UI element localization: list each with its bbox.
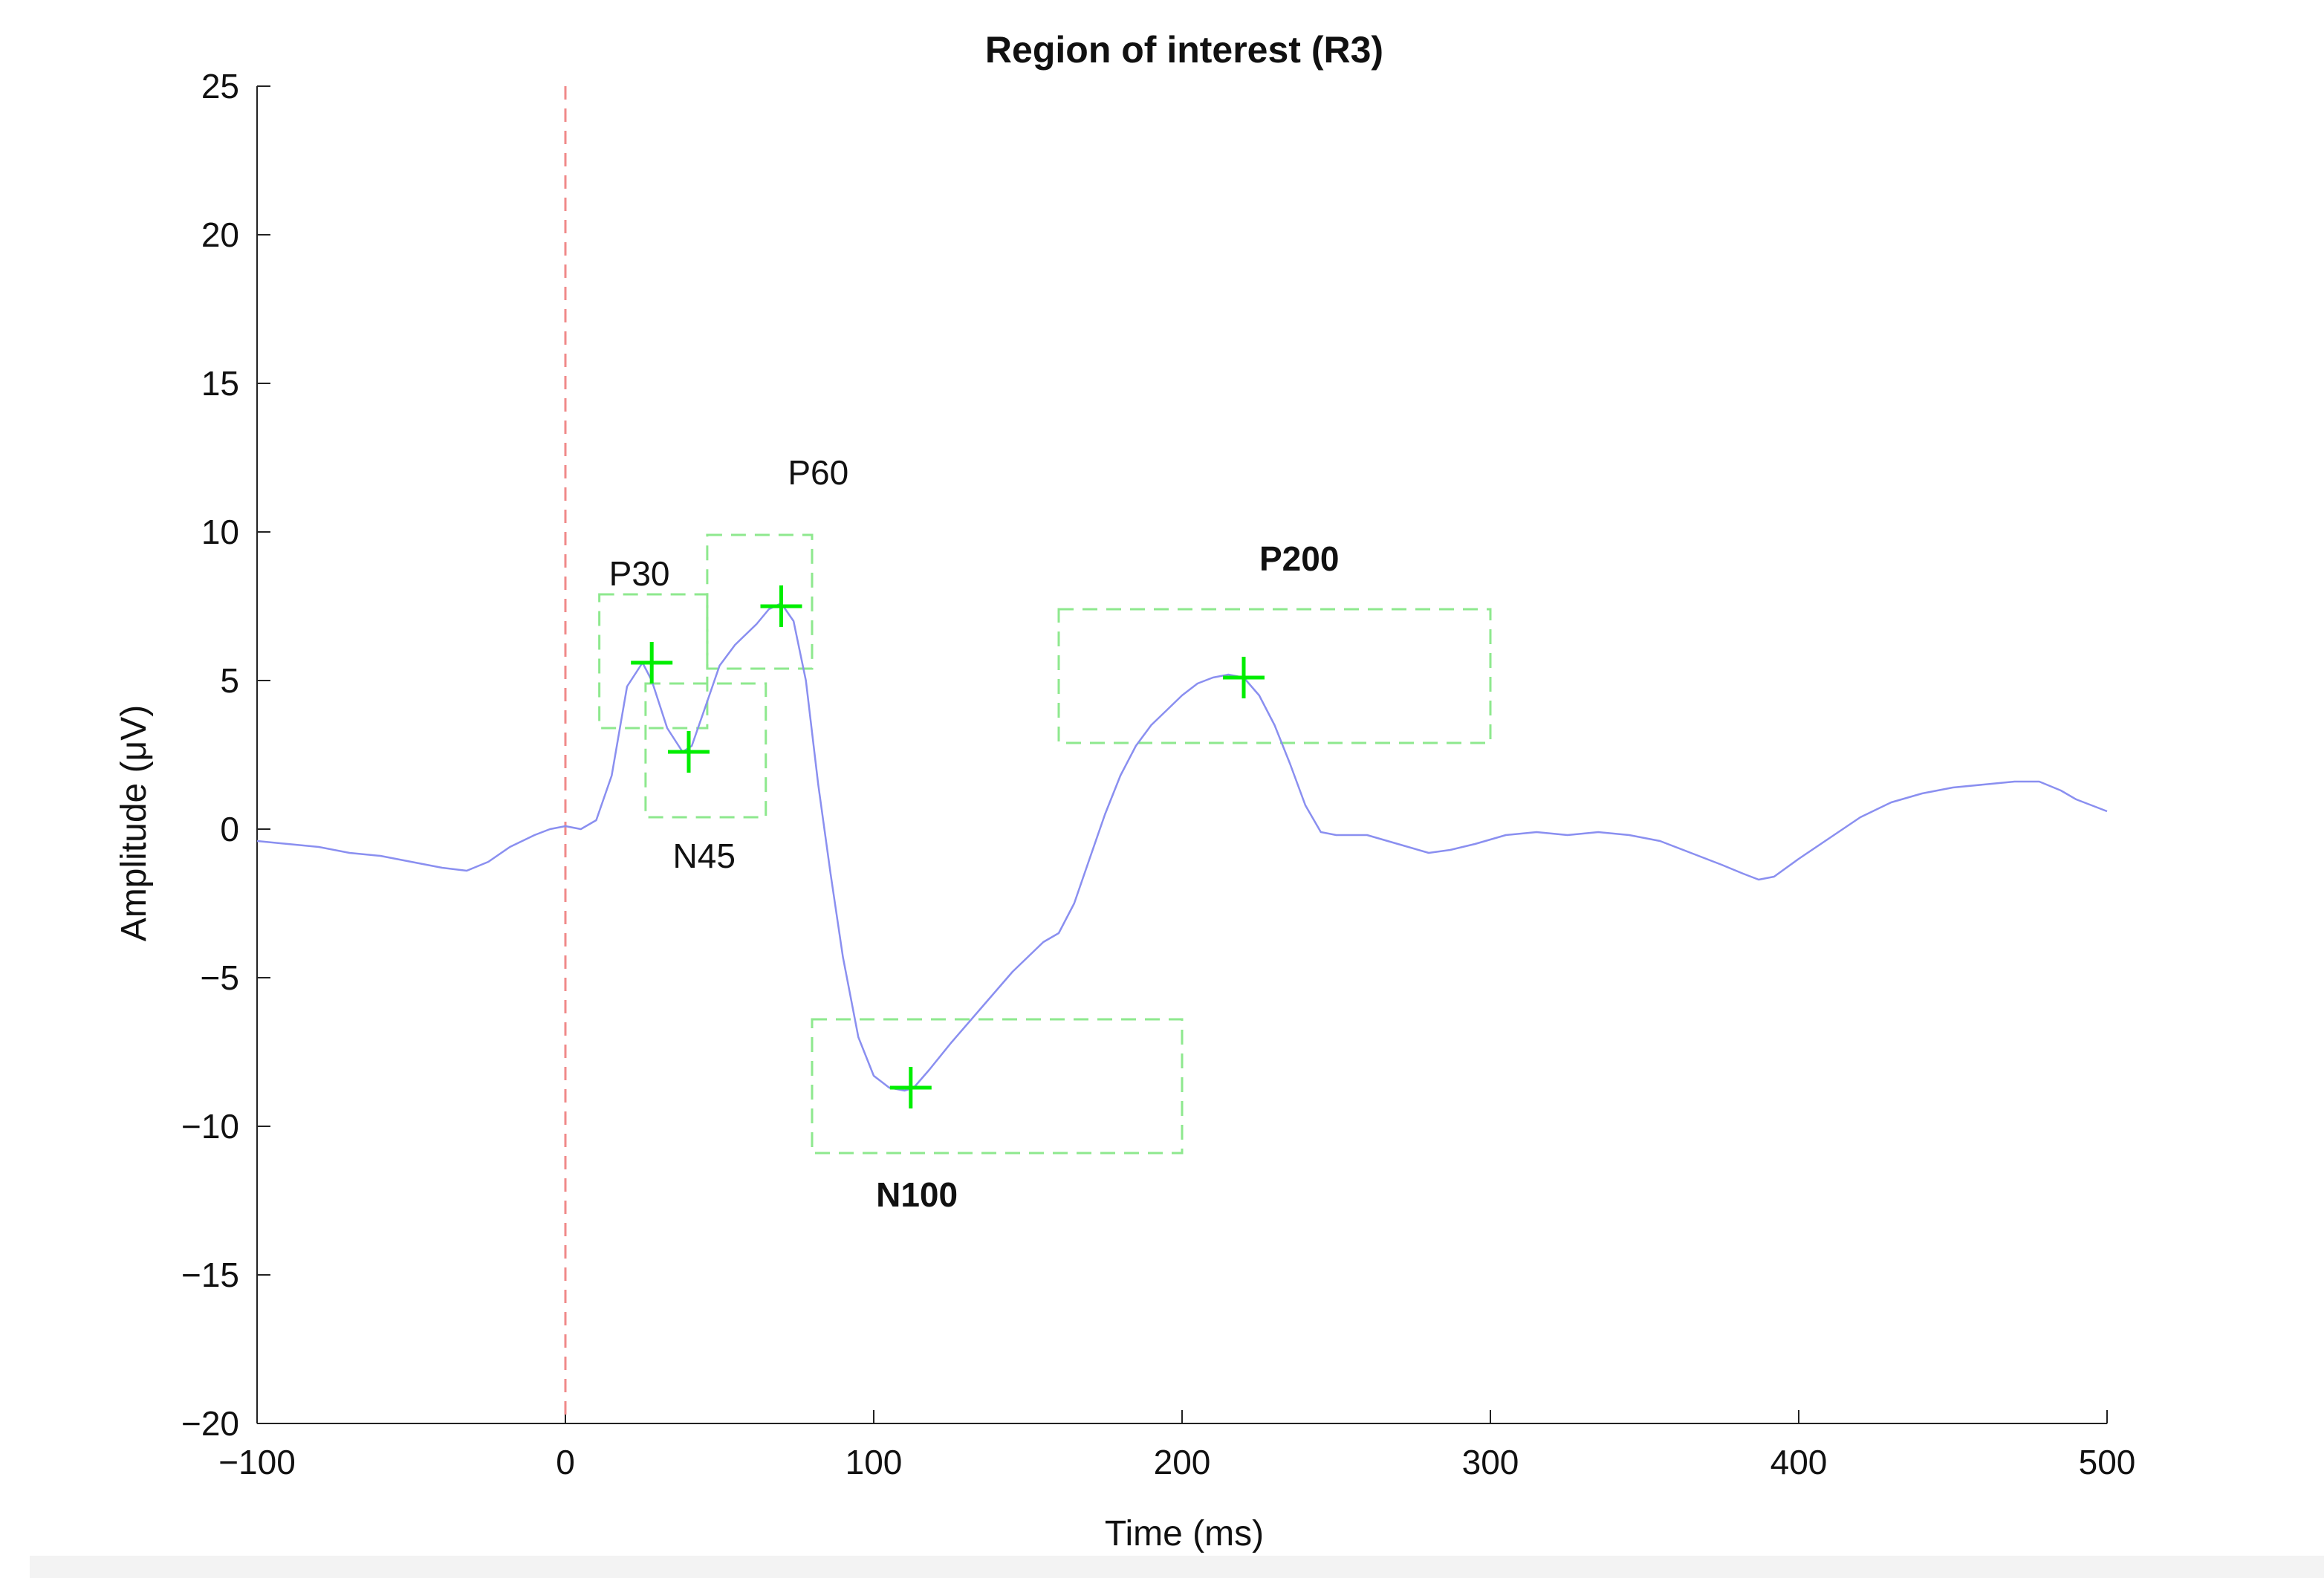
- chart-title: Region of interest (R3): [985, 29, 1383, 71]
- y-tick-label: 5: [220, 661, 239, 700]
- y-tick-label: 10: [201, 513, 239, 551]
- y-tick-label: 20: [201, 215, 239, 254]
- y-tick-label: −10: [181, 1107, 239, 1146]
- bottom-band: [30, 1556, 2324, 1578]
- y-tick-label: −20: [181, 1404, 239, 1443]
- y-tick-label: 0: [220, 810, 239, 848]
- peak-markers: [631, 585, 1265, 1108]
- x-tick-label: −100: [218, 1443, 296, 1481]
- peak-window-n45: [644, 682, 767, 819]
- peak-window-p200: [1057, 608, 1492, 744]
- peak-marker-n100: [889, 1067, 932, 1108]
- peak-marker-p30: [631, 642, 673, 684]
- x-tick-label: 500: [2079, 1443, 2136, 1481]
- x-tick-label: 0: [556, 1443, 575, 1481]
- peak-label-n100: N100: [876, 1175, 958, 1214]
- peak-window-n100: [811, 1018, 1184, 1155]
- peak-marker-p60: [760, 585, 802, 627]
- waveform-series: [256, 602, 2108, 1092]
- x-tick-label: 300: [1462, 1443, 1519, 1481]
- y-tick-label: −15: [181, 1256, 239, 1294]
- peak-marker-n45: [668, 731, 710, 773]
- peak-window-p60: [706, 533, 814, 670]
- peak-marker-p200: [1223, 657, 1265, 698]
- y-tick-label: 15: [201, 364, 239, 403]
- peak-label-n45: N45: [673, 837, 736, 875]
- peak-label-p200: P200: [1259, 539, 1339, 578]
- waveform-line: [256, 602, 2108, 1092]
- y-tick-label: 25: [201, 67, 239, 105]
- x-tick-label: 400: [1770, 1443, 1828, 1481]
- peak-windows: [598, 533, 1492, 1155]
- peak-labels: P30 N45 P60 N100 P200: [609, 453, 1340, 1214]
- peak-label-p60: P60: [788, 453, 848, 492]
- axes: −100 0 100 200 300 400 500 −20 −15 −10 −5 0 5 10 15 20 2…: [181, 67, 2135, 1481]
- x-tick-label: 200: [1154, 1443, 1211, 1481]
- peak-window-p30: [598, 593, 709, 730]
- x-axis-label: Time (ms): [1105, 1514, 1264, 1553]
- y-axis-label: Amplitude (μV): [114, 705, 154, 941]
- y-tick-label: −5: [201, 958, 239, 997]
- x-tick-label: 100: [845, 1443, 903, 1481]
- peak-label-p30: P30: [609, 554, 670, 593]
